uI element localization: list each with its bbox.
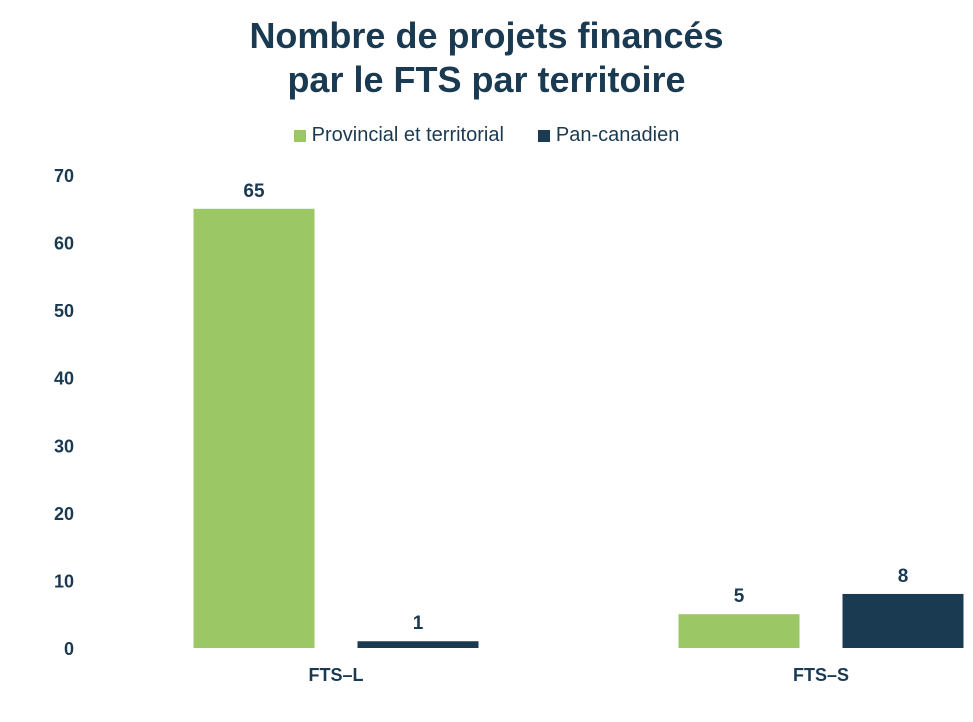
legend-item-pan-canadien: Pan-canadien [537,124,680,147]
data-label: 5 [734,586,745,607]
y-tick-label: 60 [54,234,74,254]
y-tick-label: 0 [64,639,74,659]
data-label: 1 [413,613,424,634]
y-tick-label: 70 [54,166,74,186]
y-tick-label: 40 [54,369,74,389]
y-tick-label: 10 [54,571,74,591]
x-tick-label: FTS–S [793,665,849,685]
y-tick-label: 50 [54,301,74,321]
bar-provincial-0 [193,208,315,649]
x-tick-label: FTS–L [308,665,363,685]
legend-label-provincial: Provincial et territorial [311,124,504,146]
data-label: 8 [898,566,909,587]
chart-title-line-2: par le FTS par territoire [287,59,686,100]
chart-legend: Provincial et territorial Pan-canadien [0,124,973,147]
y-tick-label: 20 [54,504,74,524]
bar-provincial-1 [678,614,800,648]
legend-item-provincial: Provincial et territorial [293,124,504,147]
legend-swatch-pan-canadien [537,129,550,142]
chart-title: Nombre de projets financés par le FTS pa… [0,14,973,102]
bar-pan-canadien-1 [842,593,964,648]
y-tick-label: 30 [54,436,74,456]
data-label: 65 [243,181,265,202]
chart-title-line-1: Nombre de projets financés [249,15,724,56]
bar-pan-canadien-0 [357,641,479,648]
legend-label-pan-canadien: Pan-canadien [555,124,680,146]
legend-swatch-provincial [293,129,306,142]
